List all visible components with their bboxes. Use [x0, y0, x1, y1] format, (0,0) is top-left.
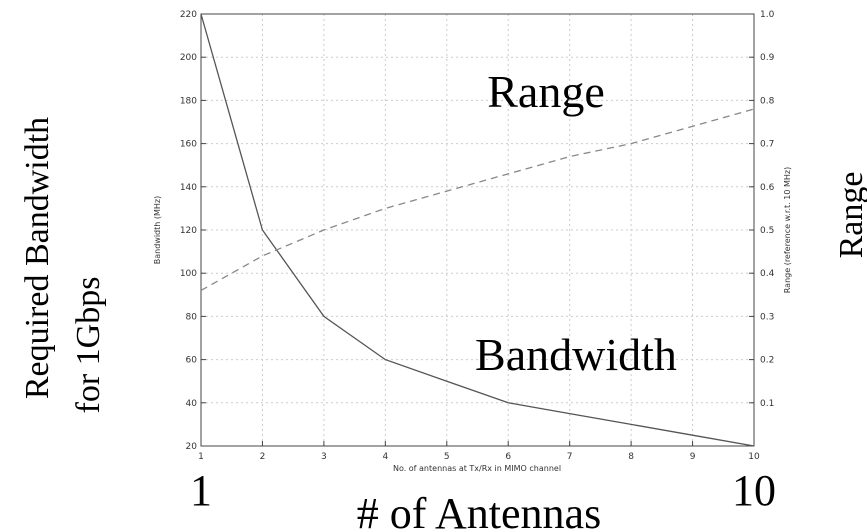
y2-axis-ticks: 0.1 0.2 0.3 0.4 0.5 0.6 0.7 0.8 0.9 1.0 [749, 10, 775, 409]
y-tick-label: 140 [180, 183, 197, 193]
left-title-line1: Required Bandwidth [19, 117, 56, 399]
y-tick-label: 120 [180, 226, 197, 236]
x-end-label: 10 [732, 466, 776, 515]
series-layer [200, 13, 755, 447]
x-tick-label: 6 [505, 452, 511, 462]
y2-tick-label: 0.7 [760, 140, 774, 150]
x-tick-label: 8 [628, 452, 634, 462]
x-axis-ticks: 1 2 3 4 5 6 7 8 9 10 [198, 441, 760, 462]
y2-tick-label: 0.8 [760, 96, 775, 106]
x-start-label: 1 [190, 466, 212, 515]
x-tick-label: 2 [260, 452, 266, 462]
x-tick-label: 9 [690, 452, 696, 462]
x-axis-label: No. of antennas at Tx/Rx in MIMO channel [393, 464, 561, 473]
y-tick-label: 60 [186, 356, 198, 366]
y-tick-label: 40 [186, 399, 198, 409]
left-title-line2: for 1Gbps [70, 277, 107, 414]
y2-tick-label: 0.6 [760, 183, 775, 193]
y2-tick-label: 0.4 [760, 269, 775, 279]
y2-tick-label: 0.2 [760, 356, 774, 366]
grid [200, 13, 755, 447]
range-annotation: Range [487, 66, 605, 117]
y2-tick-label: 0.9 [760, 53, 775, 63]
y-axis-label: Bandwidth (MHz) [153, 196, 162, 265]
x-tick-label: 10 [748, 452, 760, 462]
y-tick-label: 80 [186, 312, 198, 322]
y-tick-label: 100 [180, 269, 197, 279]
y2-tick-label: 0.1 [760, 399, 774, 409]
series-line-bandwidth [200, 13, 755, 447]
right-title: Range [833, 172, 867, 259]
x-tick-label: 5 [444, 452, 450, 462]
x-tick-label: 3 [321, 452, 327, 462]
y2-tick-label: 0.3 [760, 312, 774, 322]
series-line-range [200, 108, 755, 292]
y2-axis-label: Range (reference w.r.t. 10 MHz) [783, 167, 792, 293]
x-tick-label: 1 [198, 452, 204, 462]
y-tick-label: 220 [180, 10, 197, 20]
x-tick-label: 7 [567, 452, 573, 462]
x-tick-label: 4 [382, 452, 388, 462]
y-tick-label: 20 [186, 442, 198, 452]
y2-tick-label: 1.0 [760, 10, 775, 20]
bandwidth-annotation: Bandwidth [475, 329, 677, 380]
x-title: # of Antennas [357, 489, 601, 532]
y-tick-label: 180 [180, 96, 197, 106]
y2-tick-label: 0.5 [760, 226, 774, 236]
y-axis-ticks: 20 40 60 80 100 120 140 160 180 200 220 [180, 10, 206, 452]
y-tick-label: 160 [180, 140, 197, 150]
y-tick-label: 200 [180, 53, 197, 63]
